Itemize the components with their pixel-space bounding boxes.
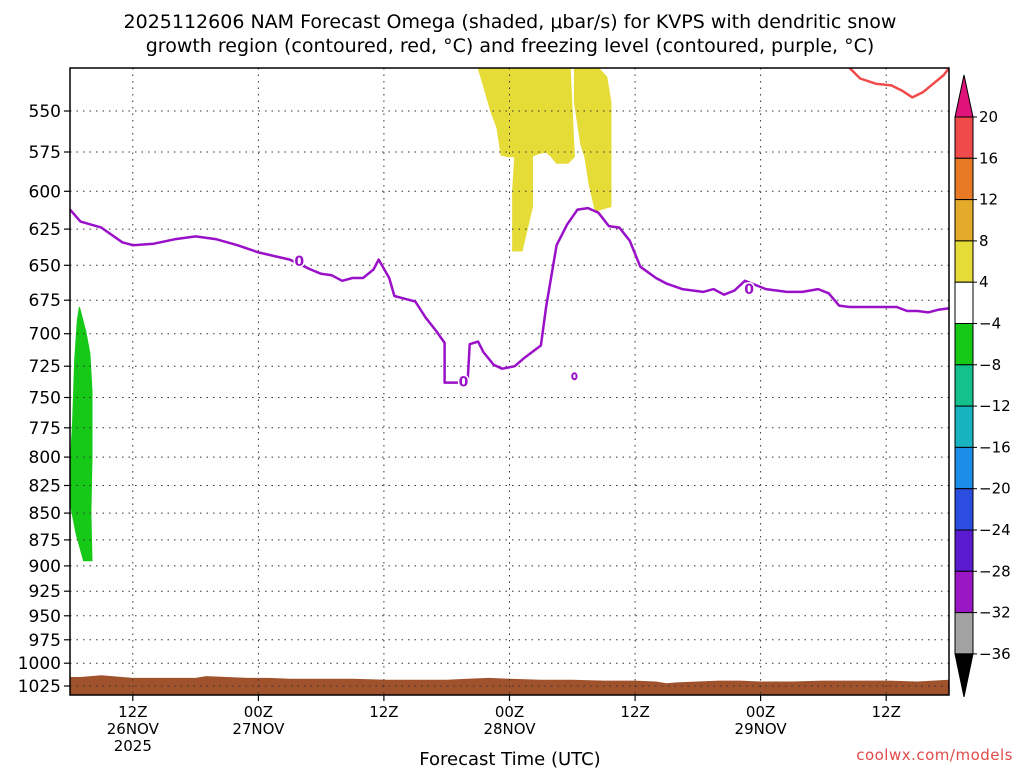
omega-region-2 [477,68,530,158]
colorbar: 20 16 12 8 4 −4 −8 −12 −16 −20 −24 −28 −32 −36 [954,74,1011,698]
x-tick-label-42-line1: 00Z [495,703,524,721]
y-tick-label-550: 550 [29,102,61,122]
y-tick-label-625: 625 [29,220,61,240]
y-tick-label-700: 700 [29,325,61,345]
colorbar-label-10: −20 [979,480,1011,498]
y-tick-label-800: 800 [29,448,61,468]
colorbar-label-1: 20 [979,108,998,126]
colorbar-top-triangle [954,74,974,118]
chart-title-line2: growth region (contoured, red, °C) and f… [146,35,875,57]
colorbar-bin-11 [954,529,974,572]
y-tick-label-950: 950 [29,607,61,627]
x-tick-label-6-line3: 2025 [114,737,152,755]
colorbar-label-8: −12 [979,397,1011,415]
y-tick-label-650: 650 [29,256,61,276]
omega-region-4 [573,68,612,212]
colorbar-label-11: −24 [979,521,1011,539]
colorbar-bin-9 [954,446,974,490]
x-tick-label-18-line1: 00Z [244,703,273,721]
grid-layer [70,68,949,695]
credit-text: coolwx.com/models [856,746,1013,764]
colorbar-label-9: −16 [979,438,1011,456]
colorbar-label-14: −36 [979,645,1011,663]
colorbar-bottom-triangle [954,653,974,698]
x-tick-label-6-line1: 12Z [118,703,147,721]
dgz-contour [848,68,949,99]
omega-region-5 [512,156,533,252]
x-tick-label-18-line2: 27NOV [232,720,285,738]
x-tick-label-78-line1: 12Z [872,703,901,721]
y-axis: 550 575 600 625 650 675 700 725 750 775 800 825 850 8… [18,102,70,697]
colorbar-bin-7 [954,364,974,407]
omega-shading-layer [70,68,612,562]
colorbar-bin-10 [954,488,974,531]
terrain-layer [70,675,949,695]
y-tick-label-925: 925 [29,582,61,602]
y-tick-label-600: 600 [29,182,61,202]
freezing-level-contour [70,206,949,384]
colorbar-bin-1 [954,116,974,159]
x-tick-label-42-line2: 28NOV [483,720,536,738]
y-tick-label-675: 675 [29,291,61,311]
freezing-level-label-1: 0 [294,254,304,270]
y-tick-label-575: 575 [29,143,61,163]
colorbar-label-7: −8 [979,356,1001,374]
y-tick-label-750: 750 [29,389,61,409]
y-tick-label-875: 875 [29,531,61,551]
y-tick-label-850: 850 [29,504,61,524]
freezing-level-label-3: 0 [744,282,754,298]
y-tick-label-825: 825 [29,477,61,497]
colorbar-label-12: −28 [979,562,1011,580]
y-tick-label-1000: 1000 [18,654,61,674]
freezing-level-small-contour-1 [571,372,578,381]
colorbar-bin-6 [954,323,974,366]
freezing-level-label-2: 0 [459,374,469,390]
chart-title-line1: 2025112606 NAM Forecast Omega (shaded, μ… [124,11,897,33]
omega-region-3 [519,68,575,164]
x-tick-label-66-line1: 00Z [746,703,775,721]
colorbar-bin-5 [954,281,974,325]
contour-layer: 0 0 0 [70,68,949,392]
colorbar-label-13: −32 [979,604,1011,622]
colorbar-bin-8 [954,405,974,448]
colorbar-label-2: 16 [979,149,998,167]
colorbar-label-4: 8 [979,232,989,250]
colorbar-label-3: 12 [979,191,998,209]
y-tick-label-725: 725 [29,357,61,377]
y-tick-label-900: 900 [29,557,61,577]
colorbar-bin-4 [954,240,974,283]
colorbar-bin-12 [954,570,974,614]
x-axis-label: Forecast Time (UTC) [419,749,600,768]
y-tick-label-975: 975 [29,631,61,651]
omega-region-1 [70,306,93,562]
x-tick-label-6-line2: 26NOV [107,720,160,738]
colorbar-label-6: −4 [979,315,1001,333]
x-tick-label-30-line1: 12Z [369,703,398,721]
colorbar-bin-13 [954,612,974,655]
y-tick-label-1025: 1025 [18,677,61,697]
colorbar-label-5: 4 [979,273,989,291]
colorbar-bin-3 [954,199,974,242]
colorbar-bin-2 [954,157,974,201]
x-tick-label-54-line1: 12Z [620,703,649,721]
x-tick-label-66-line2: 29NOV [735,720,788,738]
terrain-fill [70,675,949,695]
y-tick-label-775: 775 [29,419,61,439]
